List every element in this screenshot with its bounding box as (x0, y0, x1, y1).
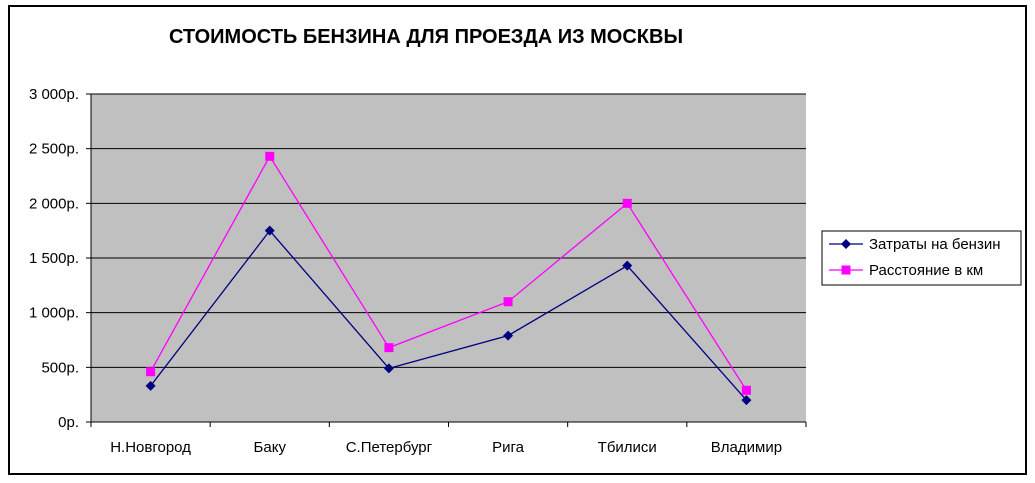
data-point (741, 395, 752, 406)
x-tick-label: Тбилиси (598, 439, 657, 456)
data-point (622, 260, 633, 271)
legend-marker (841, 239, 851, 249)
y-tick-label: 0р. (58, 414, 79, 431)
y-tick-label: 1 000р. (29, 305, 79, 322)
y-tick-label: 2 500р. (29, 141, 79, 158)
data-point (264, 225, 275, 236)
data-point (741, 385, 751, 395)
legend: Затраты на бензин Расстояние в км (821, 230, 1022, 286)
legend-label: Расстояние в км (869, 262, 983, 279)
data-point (503, 297, 513, 307)
data-point (384, 343, 394, 353)
x-tick-label: Баку (254, 439, 287, 456)
x-tick-label: Владимир (711, 439, 782, 456)
series-layer (145, 151, 752, 406)
x-tick-label: Рига (492, 439, 525, 456)
legend-marker (841, 265, 851, 275)
data-point (622, 198, 632, 208)
data-point (383, 363, 394, 374)
series-line (150, 229, 747, 401)
legend-box (821, 230, 1022, 286)
x-tick-label: С.Петербург (346, 439, 433, 456)
series-line (150, 155, 747, 391)
chart-title: СТОИМОСТЬ БЕНЗИНА ДЛЯ ПРОЕЗДА ИЗ МОСКВЫ (169, 26, 683, 48)
y-tick-label: 500р. (41, 359, 79, 376)
legend-label: Затраты на бензин (869, 236, 1001, 253)
y-tick-label: 1 500р. (29, 250, 79, 267)
gridlines (91, 93, 806, 368)
data-point (503, 330, 514, 341)
y-tick-label: 2 000р. (29, 195, 79, 212)
y-tick-label: 3 000р. (29, 86, 79, 103)
axes: 0р. 500р. 1 000р. 1 500р. 2 000р. 2 500р. 3 00… (29, 86, 807, 456)
x-tick-label: Н.Новгород (110, 439, 191, 456)
data-point (265, 151, 275, 161)
data-point (145, 380, 156, 391)
data-point (146, 367, 156, 377)
